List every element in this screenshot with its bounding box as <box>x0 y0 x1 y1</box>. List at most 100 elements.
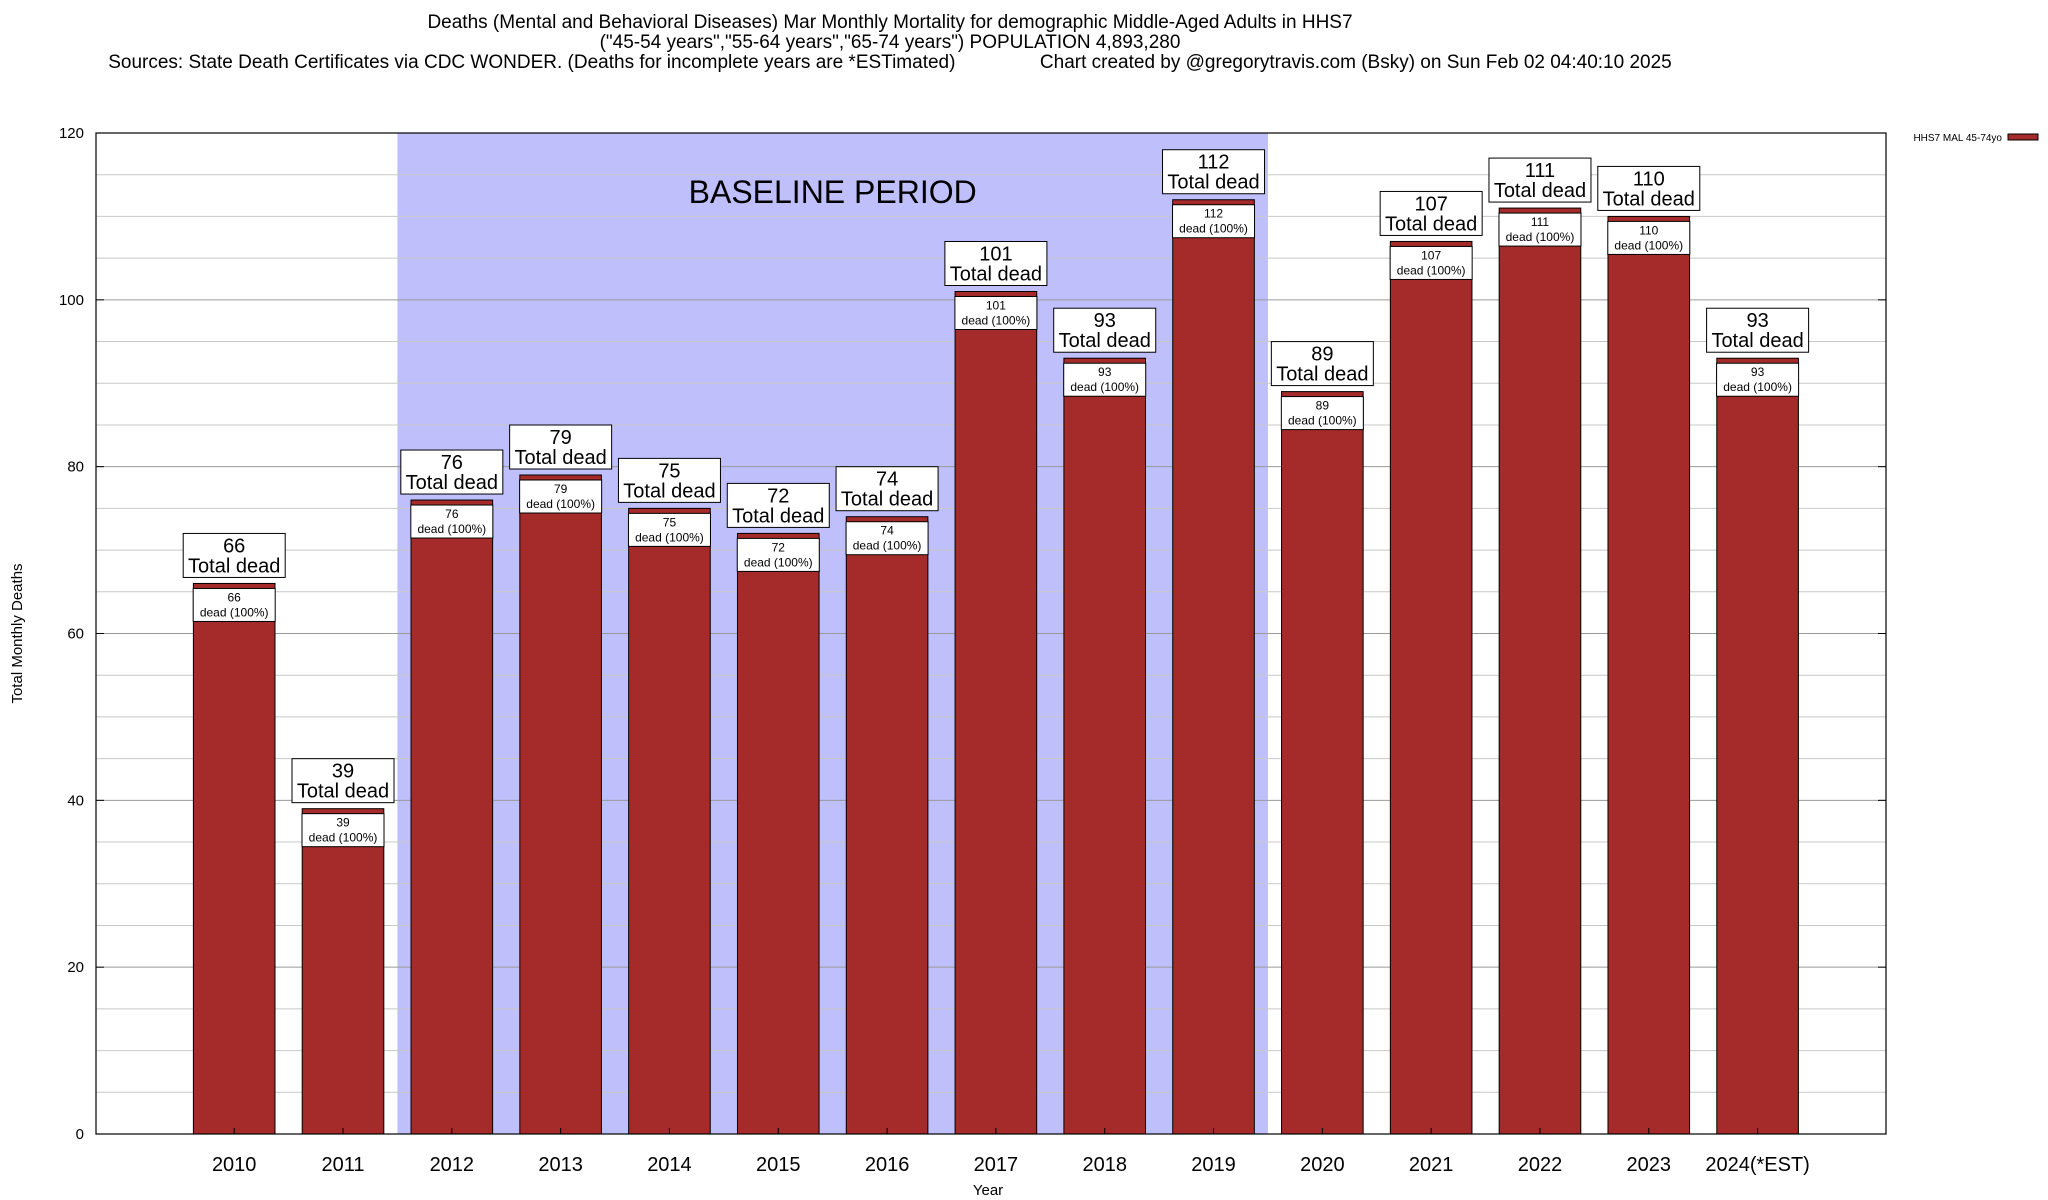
bar-inner-value-label: 110 <box>1639 223 1658 237</box>
bar-inner-value-label: 74 <box>880 524 894 538</box>
bar-inner-value-label: 101 <box>986 298 1006 312</box>
bar <box>192 582 276 1135</box>
x-tick-label: 2022 <box>1518 1154 1563 1176</box>
bar-top-value-label: 39 <box>332 761 354 783</box>
bar-inner-label-box <box>1172 204 1256 239</box>
bar-top-value-label: 75 <box>658 460 680 482</box>
bar-inner-value-label: 75 <box>663 515 677 529</box>
bar-inner-label-box <box>1280 396 1364 431</box>
bar-inner-value-label: 93 <box>1751 365 1765 379</box>
bar-inner-percent-label: dead (100%) <box>1288 414 1357 428</box>
bar <box>736 532 820 1135</box>
bar <box>628 507 711 1135</box>
bar-inner-percent-label: dead (100%) <box>1397 263 1466 277</box>
chart-source-note: Sources: State Death Certificates via CD… <box>108 52 956 73</box>
bar <box>1172 199 1255 1135</box>
bar-top-label-box <box>291 758 395 804</box>
bar-top-total-label: Total dead <box>1711 330 1803 352</box>
x-tick-label: 2010 <box>212 1154 257 1176</box>
bar-inner-value-label: 89 <box>1316 399 1330 413</box>
legend-swatch <box>2007 133 2039 141</box>
bar-inner-percent-label: dead (100%) <box>1614 238 1683 252</box>
bar-inner-label-box <box>1389 245 1473 280</box>
bar-top-label-box <box>400 449 504 495</box>
bar-top-value-label: 72 <box>767 485 789 507</box>
bar-top-total-label: Total dead <box>514 447 606 469</box>
y-tick-label: 40 <box>67 792 84 809</box>
bar <box>301 808 385 1135</box>
bar-inner-value-label: 93 <box>1098 365 1112 379</box>
bar-top-label-box <box>726 482 830 528</box>
bar-top-total-label: Total dead <box>297 781 389 803</box>
bar <box>1389 240 1473 1135</box>
bar-top-value-label: 89 <box>1311 344 1333 366</box>
x-tick-label: 2014 <box>647 1154 692 1176</box>
y-tick-label: 120 <box>59 125 84 142</box>
plot-border <box>95 132 1887 1135</box>
y-tick-label: 60 <box>67 626 84 643</box>
bar-top-value-label: 79 <box>550 427 572 449</box>
bar-top-value-label: 74 <box>876 469 898 491</box>
bar-top-value-label: 93 <box>1746 310 1768 332</box>
bar-inner-label-box <box>954 295 1038 330</box>
bar-top-label-box <box>182 532 286 578</box>
bar-inner-value-label: 76 <box>445 507 459 521</box>
bar-inner-percent-label: dead (100%) <box>1723 380 1792 394</box>
bar-inner-label-box <box>1498 212 1582 247</box>
bar-inner-percent-label: dead (100%) <box>853 539 922 553</box>
chart-title-line-1: Deaths (Mental and Behavioral Diseases) … <box>427 12 1353 33</box>
bar-inner-percent-label: dead (100%) <box>962 313 1031 327</box>
bar-inner-label-box <box>301 813 385 848</box>
bar-top-total-label: Total dead <box>841 489 933 511</box>
bar-inner-label-box <box>410 504 494 539</box>
x-tick-label: 2012 <box>430 1154 475 1176</box>
x-tick-label: 2019 <box>1191 1154 1236 1176</box>
bar <box>954 290 1038 1135</box>
bar-top-label-box <box>1270 341 1374 387</box>
bar-inner-value-label: 66 <box>228 590 242 604</box>
bar-top-value-label: 101 <box>979 243 1012 265</box>
bar-inner-percent-label: dead (100%) <box>744 555 813 569</box>
bar-inner-value-label: 111 <box>1531 215 1550 229</box>
bar <box>519 474 602 1135</box>
bar-top-label-box <box>1597 165 1701 211</box>
bar-top-label-box <box>835 466 939 512</box>
bar-inner-percent-label: dead (100%) <box>1070 380 1139 394</box>
x-tick-label: 2020 <box>1300 1154 1345 1176</box>
bar-inner-percent-label: dead (100%) <box>635 530 704 544</box>
bar-inner-value-label: 39 <box>336 816 350 830</box>
bar-top-value-label: 112 <box>1198 152 1230 174</box>
bar-top-label-box <box>1488 157 1592 203</box>
y-tick-label: 100 <box>59 292 84 309</box>
bar-inner-label-box <box>519 479 603 514</box>
bar-top-label-box <box>1162 149 1266 195</box>
bar-top-total-label: Total dead <box>1167 172 1259 194</box>
x-axis-label: Year <box>973 1182 1003 1199</box>
bar-top-label-box <box>1379 190 1483 236</box>
y-tick-label: 0 <box>76 1126 84 1143</box>
bar-inner-percent-label: dead (100%) <box>309 831 378 845</box>
bar-top-total-label: Total dead <box>1603 188 1695 210</box>
bar-top-total-label: Total dead <box>1276 364 1368 386</box>
bar-inner-percent-label: dead (100%) <box>417 522 486 536</box>
x-tick-label: 2018 <box>1082 1154 1127 1176</box>
bar-top-value-label: 66 <box>223 535 245 557</box>
bar <box>1063 357 1147 1135</box>
bar <box>1281 391 1364 1135</box>
bar-inner-label-box <box>192 587 276 622</box>
bar-inner-percent-label: dead (100%) <box>526 497 595 511</box>
bar-top-label-box <box>944 240 1048 286</box>
bar-top-value-label: 111 <box>1525 160 1555 182</box>
x-tick-label: 2015 <box>756 1154 801 1176</box>
chart-title-line-3: Sources: State Death Certificates via CD… <box>0 53 1780 73</box>
baseline-period-label: BASELINE PERIOD <box>689 174 977 210</box>
bar <box>845 516 929 1135</box>
bar-top-total-label: Total dead <box>623 480 715 502</box>
bar-top-label-box <box>617 457 721 503</box>
bar-inner-percent-label: dead (100%) <box>200 605 269 619</box>
bar <box>410 499 494 1135</box>
x-tick-label: 2016 <box>865 1154 910 1176</box>
bar-inner-value-label: 79 <box>554 482 568 496</box>
bar-inner-label-box <box>736 537 820 572</box>
